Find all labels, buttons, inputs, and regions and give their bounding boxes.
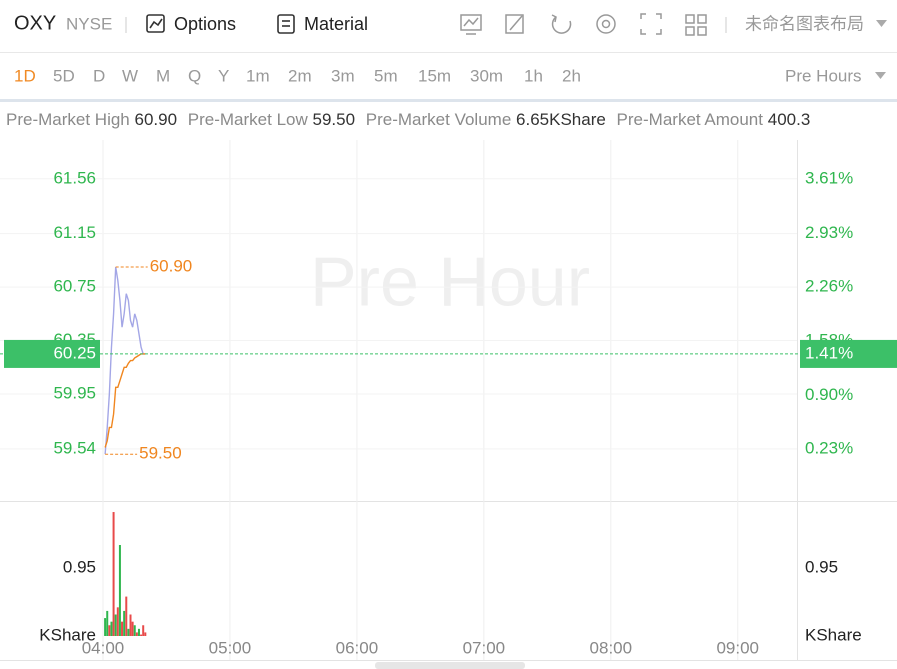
volume-bar [110,621,113,636]
period-button[interactable]: W [122,66,138,85]
x-tick-label: 06:00 [336,638,379,657]
volume-bar [114,614,117,636]
y-tick-label: 60.75 [53,277,96,296]
period-bar: 1D 5D D W M Q Y 1m 2m 3m 5m 15m 30m 1h 2h [14,66,581,85]
draw-icon[interactable] [505,14,524,34]
period-button[interactable]: 3m [331,66,355,85]
reset-icon[interactable] [551,14,572,34]
period-button[interactable]: D [93,66,105,85]
period-button[interactable]: 1m [246,66,270,85]
stat-value: 60.90 [134,110,178,129]
period-button[interactable]: 15m [418,66,451,85]
price-line [104,266,146,455]
volume-bar [125,596,128,636]
volume-tick-label: 0.95 [63,557,96,576]
volume-bar [135,632,138,636]
dropdown-arrow[interactable] [876,20,887,27]
volume-bar [142,625,145,636]
stat-value: 6.65KShare [516,110,606,129]
volume-bar [131,621,134,636]
period-button[interactable]: 30m [470,66,503,85]
period-button[interactable]: 5D [53,66,75,85]
current-change-label: 1.41% [805,343,853,362]
volume-bar [112,512,115,636]
volume-bar [106,610,109,636]
volume-bar [140,634,143,636]
period-button[interactable]: 2h [562,66,581,85]
layout-icon[interactable] [685,14,707,36]
volume-bar [123,610,126,636]
period-button[interactable]: Y [218,66,229,85]
y2-tick-label: 2.26% [805,276,853,295]
watermark: Pre Hour [310,242,590,320]
options-icon[interactable] [146,14,165,33]
volume-bar [104,618,107,636]
period-button[interactable]: 5m [374,66,398,85]
current-price-label: 60.25 [53,343,96,362]
fullscreen-icon[interactable] [640,13,662,35]
volume-bar [129,614,132,636]
stat-label: Pre-Market High [6,110,130,129]
stat-label: Pre-Market Volume [365,110,512,129]
stat-value: 59.50 [312,110,356,129]
volume-bar [116,607,119,636]
y2-tick-label: 3.61% [805,169,853,188]
x-tick-label: 07:00 [463,638,506,657]
volume-tick-label: 0.95 [805,557,838,576]
period-button[interactable]: 1D [14,66,36,85]
layout-name[interactable]: 未命名图表布局 [745,14,864,33]
toolbar-button[interactable]: Material [304,14,368,34]
volume-bar [127,628,130,636]
x-tick-label: 05:00 [209,638,252,657]
stat-label: Pre-Market Amount [616,110,763,129]
y2-tick-label: 0.90% [805,385,853,404]
volume-bar [118,544,121,636]
volume-bar [133,625,136,636]
indicator-icon[interactable] [460,14,482,35]
x-tick-label: 08:00 [590,638,633,657]
y-tick-label: 61.56 [53,168,96,187]
material-icon[interactable] [277,14,295,34]
tool-icons [460,13,707,36]
stat-value: 400.3 [767,110,811,129]
volume-bar [121,621,124,636]
stat-label: Pre-Market Low [187,110,308,129]
dropdown-arrow[interactable] [875,72,886,79]
period-button[interactable]: M [156,66,170,85]
x-tick-label: 09:00 [716,638,759,657]
annotation-label: 60.90 [150,257,193,276]
y-tick-label: 59.95 [53,384,96,403]
volume-bar [144,632,147,636]
exchange: NYSE [66,14,112,33]
y-tick-label: 59.54 [53,438,96,457]
toolbar-button[interactable]: Options [174,14,236,34]
session-select[interactable]: Pre Hours [785,66,862,85]
current-price-tag [4,339,100,368]
volume-tick-label: KShare [39,625,96,644]
volume-bar [108,625,111,636]
price-line [104,353,146,448]
annotation-label: 59.50 [139,444,182,463]
period-button[interactable]: 1h [524,66,543,85]
current-change-tag [800,339,897,368]
scroll-handle[interactable] [375,662,525,669]
y2-tick-label: 0.23% [805,439,853,458]
symbol: OXY [14,12,56,34]
period-button[interactable]: Q [188,66,201,85]
volume-bar [137,628,140,636]
volume-tick-label: KShare [805,625,862,644]
y2-tick-label: 2.93% [805,223,853,242]
period-button[interactable]: 2m [288,66,312,85]
x-tick-label: 04:00 [82,638,125,657]
stats-row: Pre-Market High 60.90 Pre-Market Low 59.… [6,108,897,132]
settings-icon[interactable] [596,14,616,34]
y-tick-label: 61.15 [53,223,96,242]
